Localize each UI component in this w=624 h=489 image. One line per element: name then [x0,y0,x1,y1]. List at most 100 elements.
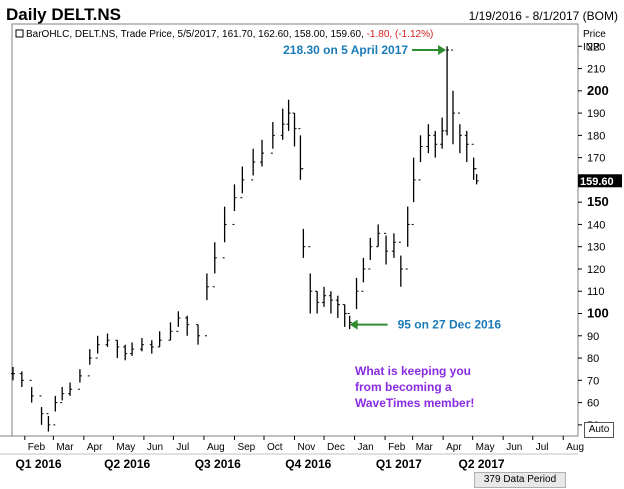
x-tick-label: Feb [388,442,406,453]
ohlc-bar [115,339,120,359]
quarter-label: Q1 2017 [376,457,422,471]
x-tick-label: Dec [327,442,345,453]
ohlc-bar [212,242,217,288]
ohlc-bar [391,233,396,258]
quarter-label: Q4 2016 [285,457,331,471]
x-tick-label: Jun [147,442,163,453]
arrow-head [349,319,358,330]
ohlc-bar [322,286,327,307]
last-value-tag: 159.60 [578,174,622,188]
x-axis: Feb Mar Apr May Jun Jul Aug Sep Oct Nov Dec Jan Feb M… [0,435,584,471]
y-tick-label: 180 [587,130,605,142]
x-tick-label: Nov [298,442,316,453]
ohlc-bar [280,108,285,140]
ohlc-bar [411,157,416,225]
y-tick-label: 120 [587,264,605,276]
ohlc-bar [464,130,469,163]
ohlc-bar [328,291,333,314]
ohlc-bar [361,257,366,292]
annotation: 95 on 27 Dec 2016 [349,318,502,332]
ohlc-bar [130,342,135,356]
ohlc-bar [450,49,455,145]
quarter-label: Q3 2016 [195,457,241,471]
ohlc-bar [457,112,462,154]
annotation: 218.30 on 5 April 2017 [283,43,447,57]
y-tick-label: 110 [587,286,605,298]
ohlc-bar [19,371,24,388]
auto-scale-button[interactable]: Auto [584,422,614,438]
x-tick-label: Mar [416,442,434,453]
ohlc-bar [342,304,347,327]
y-tick-label: 190 [587,108,605,120]
x-tick-label: Jan [358,442,374,453]
ohlc-bar [39,395,44,425]
plot-area [11,23,579,437]
ohlc-bar [251,148,256,181]
ohlc-bar [196,324,201,345]
x-tick-label: Jun [506,442,522,453]
y-tick-label: 140 [587,219,605,231]
ohlc-bar [426,124,431,154]
date-range: 1/19/2016 - 8/1/2017 (BOM) [468,9,618,23]
x-tick-label: Sep [237,442,255,453]
ohlc-bar [308,246,313,314]
annotation-label: 95 on 27 Dec 2016 [398,318,502,332]
quarter-label: Q2 2016 [104,457,150,471]
y-tick-label: 150 [587,194,609,209]
last-value: 159.60 [580,176,614,188]
ohlc-bar [433,130,438,158]
y-tick-label: 210 [587,64,605,76]
ohlc-bar [77,369,82,390]
promo-text: What is keeping you from becoming a Wave… [355,364,474,410]
y-tick-label: 70 [587,375,599,387]
data-period-indicator[interactable]: 379 Data Period [474,472,566,488]
annotations: 218.30 on 5 April 2017 95 on 27 Dec 2016 [283,43,501,332]
ohlc-bar [157,331,162,348]
x-tick-label: Aug [207,442,225,453]
ohlc-bar [53,395,58,426]
axis-unit: INR [583,42,600,53]
ohlc-bar [347,313,352,330]
ohlc-bar [29,379,34,403]
ohlc-bar [95,335,100,359]
ohlc-bar [139,338,144,352]
axis-title: Price [583,29,606,40]
ohlc-bar [222,206,227,259]
legend-icon [15,29,24,38]
promo-line-1: What is keeping you [355,364,471,378]
ohlc-bar [335,295,340,318]
ohlc-bar [418,135,423,181]
ohlc-bar [368,237,373,270]
y-tick-label: 130 [587,242,605,254]
x-tick-label: Jul [176,442,189,453]
y-tick-label: 170 [587,153,605,165]
x-tick-label: Jul [536,442,549,453]
arrow-head [438,45,447,56]
ohlc-bar [87,349,92,377]
quarter-label: Q1 2016 [16,457,62,471]
ohlc-bar [398,241,403,287]
quarter-label: Q2 2017 [459,457,505,471]
ohlc-bar [376,224,381,248]
y-tick-label: 60 [587,398,599,410]
ohlc-bar [149,340,154,354]
x-tick-label: May [116,442,135,453]
ohlc-bar [240,166,245,199]
ohlc-bar [270,121,275,154]
y-tick-label: 200 [587,83,609,98]
ohlc-bars [10,46,479,432]
ohlc-bar [10,366,15,381]
annotation-label: 218.30 on 5 April 2017 [283,43,408,57]
x-tick-label: May [476,442,495,453]
y-axis: 5060708090100110120130140150160170180190… [578,41,609,432]
x-tick-label: Feb [28,442,46,453]
ohlc-bar [292,112,297,147]
ohlc-bar [105,333,110,347]
x-tick-label: Apr [87,442,103,453]
ohlc-bar [168,322,173,341]
ohlc-bar [445,46,450,136]
ohlc-bar [286,99,291,131]
ohlc-bar [315,290,320,314]
